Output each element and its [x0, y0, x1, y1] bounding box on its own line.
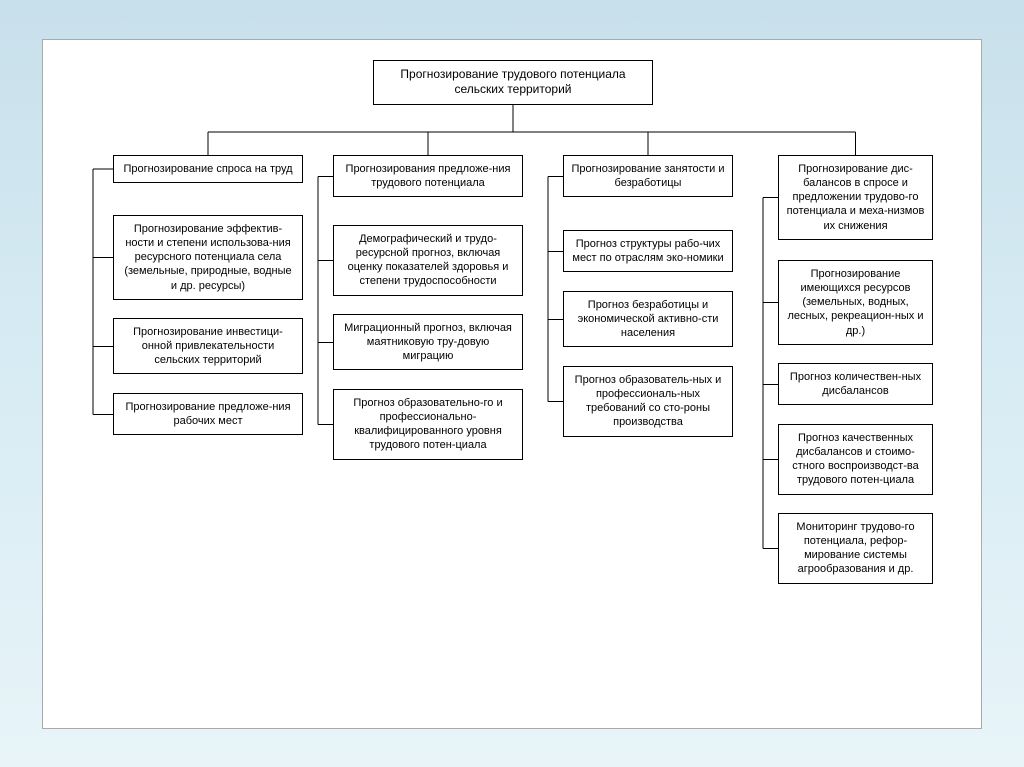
column-item: Прогнозирование инвестици-онной привлека… — [113, 318, 303, 375]
column-header: Прогнозирования предложе-ния трудового п… — [333, 155, 523, 198]
column-item: Прогноз образователь-ных и профессиональ… — [563, 366, 733, 437]
diagram-page: Прогнозирование трудового потенциала сел… — [42, 39, 982, 729]
column-item: Прогнозирование имеющихся ресурсов (земе… — [778, 260, 933, 345]
column-item: Прогноз качественных дисбалансов и стоим… — [778, 424, 933, 495]
column-item: Прогноз структуры рабо-чих мест по отрас… — [563, 230, 733, 273]
root-node: Прогнозирование трудового потенциала сел… — [373, 60, 653, 105]
column-item: Мониторинг трудово-го потенциала, рефор-… — [778, 513, 933, 584]
column-header: Прогнозирование занятости и безработицы — [563, 155, 733, 198]
column-item: Демографический и трудо-ресурсной прогно… — [333, 225, 523, 296]
column-header: Прогнозирование дис-балансов в спросе и … — [778, 155, 933, 240]
column-item: Прогноз безработицы и экономической акти… — [563, 291, 733, 348]
column-item: Миграционный прогноз, включая маятникову… — [333, 314, 523, 371]
column-item: Прогнозирование предложе-ния рабочих мес… — [113, 393, 303, 436]
column-item: Прогнозирование эффектив-ности и степени… — [113, 215, 303, 300]
column-header: Прогнозирование спроса на труд — [113, 155, 303, 183]
column-item: Прогноз образовательно-го и профессионал… — [333, 389, 523, 460]
column-item: Прогноз количествен-ных дисбалансов — [778, 363, 933, 406]
